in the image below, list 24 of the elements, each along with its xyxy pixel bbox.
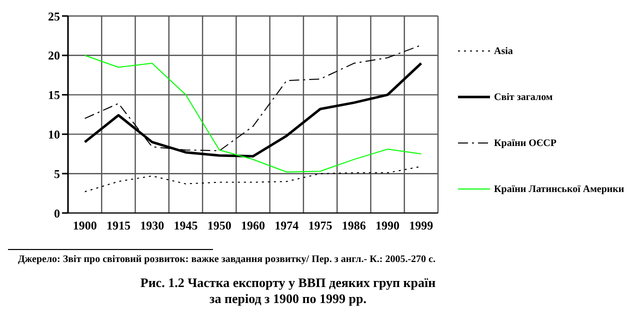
x-tick-label: 1950: [207, 218, 232, 233]
x-tick-label: 1945: [174, 218, 198, 233]
x-tick-label: 1975: [308, 218, 332, 233]
y-tick-label: 5: [54, 166, 60, 181]
x-tick-label: 1999: [409, 218, 434, 233]
legend-label: Країни ОЄСР: [494, 138, 557, 148]
y-tick-label: 10: [48, 127, 60, 142]
x-tick-label: 1960: [241, 218, 265, 233]
x-tick-label: 1930: [140, 218, 164, 233]
x-tick-label: 1915: [106, 218, 130, 233]
y-tick-label: 0: [54, 206, 60, 220]
text: Джерело: Звіт про світовий розвиток: важке завдання розвитку/ Пер. з англ.- К.: 2005.-270 с.: [18, 254, 436, 265]
y-tick-label: 25: [48, 9, 60, 24]
x-tick-label: 1986: [342, 218, 366, 233]
legend-label: Світ загалом: [494, 92, 553, 102]
x-tick-label: 1900: [72, 218, 97, 233]
y-tick-label: 20: [48, 48, 60, 63]
line-series: [84, 54, 422, 173]
legend-label: Країни Латинської Америки: [494, 184, 624, 194]
x-tick-label: 1990: [376, 218, 400, 233]
y-tick-label: 15: [48, 88, 60, 102]
legend-label: Asia: [494, 46, 513, 56]
text: Рис. 1.2 Частка експорту у ВВП деяких груп країн за період з 1900 по 1999 рр.: [139, 275, 437, 307]
x-tick-label: 1974: [274, 218, 299, 233]
